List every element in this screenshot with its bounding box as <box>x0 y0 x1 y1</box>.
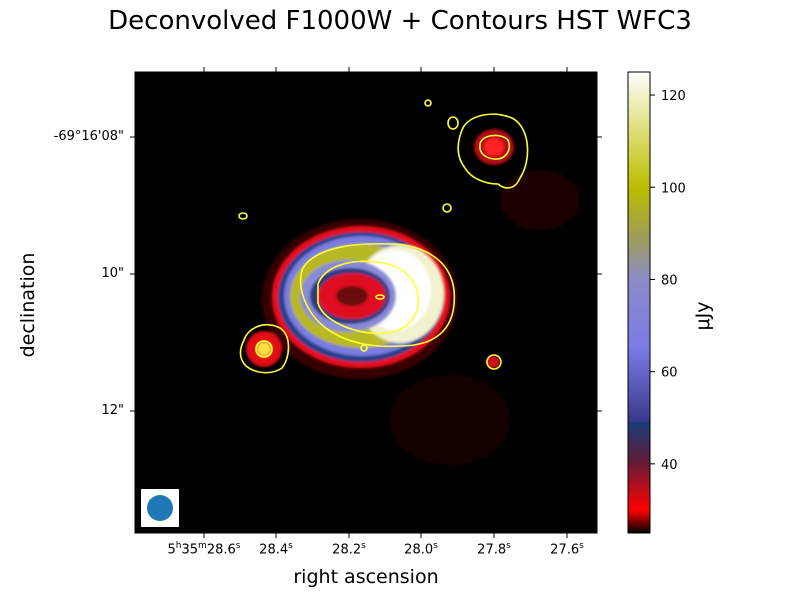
x-ticks-top <box>203 67 568 72</box>
y-tick-label-0: -69°16'08" <box>53 129 124 144</box>
colorbar-tick-label-3: 100 <box>661 181 686 196</box>
diffuse-se <box>390 375 510 465</box>
y-tick-label-1: 10" <box>101 266 124 281</box>
contour-ring-outer <box>299 243 456 348</box>
x-tick-label-3: 28.0s <box>404 541 438 558</box>
colorbar-ticks: 40 60 80 100 120 <box>650 89 686 473</box>
colorbar-frame <box>627 71 651 534</box>
contour-star-sw-outer <box>239 324 290 374</box>
contour-layer <box>238 99 529 374</box>
x-tick-label-1: 28.4s <box>259 541 293 558</box>
x-tick-label-0: 5h35m28.6s <box>167 541 241 558</box>
contour-star-sw-inner <box>255 340 273 358</box>
colorbar-tick-label-2: 80 <box>661 273 678 288</box>
star-sw-core <box>257 342 271 356</box>
contour-star-se <box>486 354 502 370</box>
x-tick-label-4: 27.8s <box>477 541 511 558</box>
contour-star-ne-outer <box>457 113 529 189</box>
x-tick-label-5: 27.6s <box>550 541 584 558</box>
contour-blob-6 <box>360 344 368 352</box>
star-se <box>486 356 500 368</box>
contour-star-ne-inner <box>479 134 510 160</box>
diffuse-ne <box>500 170 580 230</box>
colorbar-tick-label-4: 120 <box>661 89 686 104</box>
contour-ring-inner <box>317 260 419 335</box>
contour-blob-1 <box>447 116 459 130</box>
contour-blob-2 <box>424 99 432 107</box>
ring-center-dark <box>336 286 368 306</box>
x-axis-label: right ascension <box>293 566 439 588</box>
beam-ellipse <box>147 495 173 521</box>
colorbar-tick-label-0: 40 <box>661 458 678 473</box>
contour-blob-5 <box>375 294 385 300</box>
image-panel <box>130 67 602 538</box>
colorbar-tick-label-1: 60 <box>661 366 678 381</box>
y-tick-label-2: 12" <box>101 403 124 418</box>
y-ticks <box>130 136 602 412</box>
chart-title: Deconvolved F1000W + Contours HST WFC3 <box>108 6 692 36</box>
x-tick-label-2: 28.2s <box>332 541 366 558</box>
star-ne-core <box>484 138 504 156</box>
contour-blob-3 <box>442 203 452 213</box>
colorbar: 40 60 80 100 120 <box>627 71 686 534</box>
contour-blob-4 <box>238 212 248 220</box>
x-ticks-bottom <box>203 533 568 538</box>
colorbar-gradient <box>628 72 650 533</box>
image-frame <box>134 71 598 534</box>
